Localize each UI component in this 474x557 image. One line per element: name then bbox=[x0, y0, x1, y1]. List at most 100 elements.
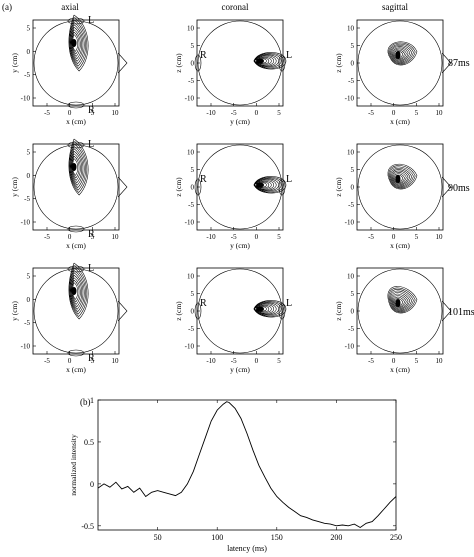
marker-L: L bbox=[286, 298, 292, 309]
y-tick-label: -10 bbox=[345, 219, 355, 227]
y-tick-label: 0 bbox=[351, 308, 355, 316]
contour-line bbox=[390, 290, 412, 311]
head-outline bbox=[33, 268, 119, 354]
marker-R: R bbox=[200, 50, 207, 61]
contour-line bbox=[391, 46, 411, 62]
contour-line bbox=[253, 179, 277, 191]
dipole-marker bbox=[256, 182, 264, 188]
y-tick-label: 5 bbox=[351, 166, 355, 174]
x-axis-label: x (cm) bbox=[66, 365, 86, 374]
x-tick-label: 0 bbox=[255, 357, 259, 365]
y-tick-label: -10 bbox=[21, 95, 31, 103]
x-axis-label: y (cm) bbox=[230, 117, 250, 126]
x-tick-label: -10 bbox=[206, 357, 216, 365]
y-tick-label: 5 bbox=[191, 166, 195, 174]
map-sagittal-2: -5 0 5 10 10 5 0 -5 -10 x (cm) z (cm) bbox=[334, 267, 452, 374]
y-tick-label: -5 bbox=[188, 201, 194, 209]
x-tick-label: 0 bbox=[255, 233, 259, 241]
map-frame bbox=[32, 267, 120, 355]
contour-line bbox=[253, 55, 277, 67]
y-axis-label: y (cm) bbox=[10, 177, 19, 197]
head-outline bbox=[357, 144, 443, 230]
y-tick-label: 10 bbox=[187, 149, 195, 157]
y-tick-label: 5 bbox=[27, 149, 31, 157]
nose-marker bbox=[441, 176, 452, 198]
y-tick-label: -5 bbox=[348, 201, 354, 209]
contour-line bbox=[253, 300, 287, 318]
dipole-marker bbox=[395, 299, 401, 307]
x-axis-label: x (cm) bbox=[390, 117, 410, 126]
x-tick-label: 10 bbox=[436, 109, 444, 117]
map-frame bbox=[356, 143, 444, 231]
x-tick-label: -5 bbox=[368, 233, 374, 241]
y-tick-label: 0 bbox=[351, 60, 355, 68]
x-axis-label: x (cm) bbox=[390, 365, 410, 374]
x-axis-label: x (cm) bbox=[66, 241, 86, 250]
contour-line bbox=[390, 45, 412, 63]
contour-line bbox=[387, 163, 418, 190]
marker-L: L bbox=[88, 15, 94, 26]
marker-R: R bbox=[200, 174, 207, 185]
contour-line bbox=[70, 24, 84, 62]
x-tick-label: 5 bbox=[91, 109, 95, 117]
dipole-marker bbox=[256, 58, 264, 64]
row-label-87: 87ms bbox=[448, 58, 470, 69]
y-tick-label: -0.5 bbox=[81, 522, 94, 531]
column-title-axial: axial bbox=[61, 2, 79, 12]
y-axis-label: z (cm) bbox=[174, 301, 183, 321]
contour-line bbox=[392, 47, 409, 61]
nose-marker bbox=[441, 52, 452, 74]
marker-L: L bbox=[286, 174, 292, 185]
head-outline bbox=[33, 20, 119, 106]
head-outline bbox=[197, 20, 283, 106]
contour-line bbox=[393, 172, 407, 184]
ear-marker-right bbox=[194, 54, 202, 72]
map-axial-2: -5 0 5 10 5 0 -5 -10 x (cm) y (cm) L R bbox=[10, 262, 128, 374]
y-tick-label: 10 bbox=[347, 25, 355, 33]
marker-R: R bbox=[88, 105, 95, 116]
head-outline bbox=[197, 268, 283, 354]
dipole-marker bbox=[71, 39, 77, 47]
y-tick-label: -10 bbox=[185, 343, 195, 351]
map-frame bbox=[356, 267, 444, 355]
y-tick-label: 5 bbox=[351, 290, 355, 298]
y-tick-label: -5 bbox=[188, 77, 194, 85]
contour-line bbox=[253, 176, 287, 194]
row-label-90: 90ms bbox=[448, 183, 470, 194]
contour-line bbox=[390, 168, 412, 187]
contour-line bbox=[391, 292, 411, 310]
y-tick-label: -10 bbox=[185, 219, 195, 227]
y-tick-label: 5 bbox=[191, 42, 195, 50]
y-tick-label: 0 bbox=[191, 308, 195, 316]
y-tick-label: 0 bbox=[27, 48, 31, 56]
dipole-map-grid: -5 0 5 10 5 0 -5 -10 x (cm) y (cm) L R -5 0 5 10 5 0 -5 -10… bbox=[10, 14, 452, 374]
marker-L: L bbox=[88, 263, 94, 274]
nose-marker bbox=[117, 176, 128, 198]
head-outline bbox=[197, 144, 283, 230]
y-tick-label: 0 bbox=[90, 480, 94, 489]
contour-line bbox=[71, 29, 81, 57]
x-tick-label: 150 bbox=[271, 533, 283, 542]
dipole-marker bbox=[395, 51, 401, 59]
x-tick-label: 0 bbox=[68, 357, 72, 365]
y-axis-label: z (cm) bbox=[334, 177, 343, 197]
x-tick-label: 0 bbox=[68, 233, 72, 241]
contour-line bbox=[70, 274, 82, 308]
y-tick-label: -5 bbox=[24, 71, 30, 79]
x-axis-label: y (cm) bbox=[230, 241, 250, 250]
x-tick-label: 50 bbox=[154, 533, 162, 542]
contour-line bbox=[70, 22, 85, 65]
y-tick-label: 0 bbox=[27, 172, 31, 180]
y-tick-label: 0 bbox=[27, 296, 31, 304]
map-frame bbox=[32, 19, 120, 107]
contour-line bbox=[253, 304, 272, 313]
x-tick-label: 10 bbox=[112, 357, 120, 365]
x-tick-label: -10 bbox=[206, 233, 216, 241]
contour-line bbox=[71, 277, 81, 305]
y-tick-label: -10 bbox=[345, 95, 355, 103]
contour-line bbox=[393, 48, 407, 60]
contour-line bbox=[253, 180, 275, 190]
x-axis-label: y (cm) bbox=[230, 365, 250, 374]
contour-line bbox=[70, 272, 84, 310]
x-axis-label: x (cm) bbox=[66, 117, 86, 126]
